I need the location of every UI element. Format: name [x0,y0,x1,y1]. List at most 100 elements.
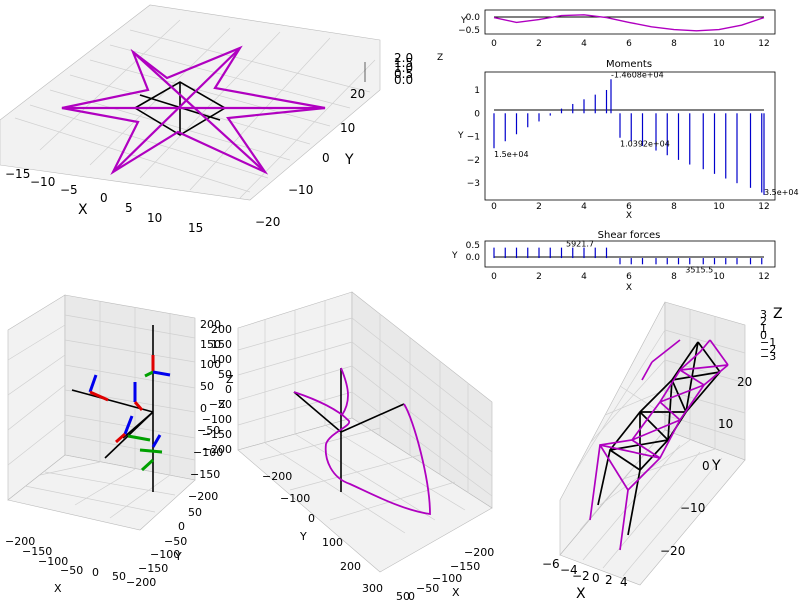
curve-xtick-2: −100 [432,572,462,585]
curve-ztick-2: 100 [211,353,232,366]
curve-xtick-3: −50 [416,582,439,595]
star-3d-zticks: 0.0 0.5 1.0 1.5 2.0 [394,51,413,87]
curve-ytick-5: 300 [362,582,383,595]
triads-xticks: −200 −150 −100 −50 0 50 X [5,535,126,595]
moments-xtick-4: 8 [671,202,677,212]
moments-plot: Moments -1.4608e+04 1.5e+04 1.0392e+04 3.5e… [457,59,799,221]
triads-ztick-2: 100 [200,358,221,371]
triads-zticks: 200 150 100 50 0 −50 −100 −150 −200 Z [188,318,226,503]
top-strip-xtick-5: 10 [713,39,725,49]
curve-ylabel: Y [299,530,307,543]
shear-ytick-1: 0.0 [466,253,481,263]
truss-ytick-4: −20 [660,544,685,558]
triads-ztick-0: 200 [200,318,221,331]
truss-grid [574,309,746,577]
top-strip-xtick-4: 8 [671,39,677,49]
moment-annotation-1: 1.5e+04 [494,150,529,159]
shear-annotation-1: 3515.5 [685,265,713,274]
star-deformed-chord-b [112,47,241,173]
triads-xtick-4: 0 [92,566,99,579]
shear-xtick-1: 2 [536,272,542,282]
truss-xtick-1: −4 [560,563,578,577]
star-xtick-2: −5 [60,183,78,197]
star-ylabel: Y [344,152,354,168]
curve-pane-floor [237,417,493,573]
curve-ztick-8: −200 [202,443,232,456]
truss-ytick-3: −10 [680,501,705,515]
star-ztick-1: 0.5 [394,67,413,81]
star-ztick-4: 2.0 [394,51,413,65]
curve-deformed-line [293,391,431,516]
triads-xtick-0: −200 [5,535,35,548]
truss-yticks: 20 10 0 −10 −20 Y [660,375,752,558]
triads-xtick-1: −150 [22,545,52,558]
curve-ztick-0: 200 [211,323,232,336]
moments-xticks: 0 2 4 6 8 10 12 [491,202,770,212]
top-strip-xtick-6: 12 [758,39,769,49]
shear-xticks: 0 2 4 6 8 10 12 [491,272,770,282]
top-strip-plot: Z 0.0 −0.5 Y 0 2 4 6 8 10 12 [437,9,776,63]
star-ytick-0: −20 [255,215,280,229]
curve-ztick-5: −50 [209,398,232,411]
curve-deformed-branch [340,367,349,416]
triads-ytick-0: −200 [126,576,156,589]
triads-xlabel: X [54,582,62,595]
curve-xtick-0: −200 [464,546,494,559]
truss-zticks: 3 2 1 0 −1 −2 −3 Z [760,306,783,363]
truss-ytick-0: 20 [737,375,752,389]
moments-xtick-6: 12 [758,202,769,212]
shear-xtick-3: 6 [626,272,632,282]
star-xlabel: X [78,202,88,218]
moments-ytick-3: −2 [467,156,480,166]
triads-zlabel: Z [218,398,226,411]
truss-ztick-1: 2 [760,315,767,328]
triads-xtick-5: 50 [112,570,126,583]
truss-xlabel: X [576,586,586,602]
triads-ytick-3: −50 [164,535,187,548]
star-ztick-2: 1.0 [394,61,413,75]
top-strip-frame [484,9,776,35]
curve-ztick-1: 150 [211,338,232,351]
truss-ylabel: Y [711,458,721,474]
curve-ztick-3: 50 [218,368,232,381]
curve-grid [237,301,493,534]
curve-zlabel: Z [226,373,234,386]
moments-annotations: -1.4608e+04 1.5e+04 1.0392e+04 3.5e+04 [494,70,799,197]
truss-xticks: −6 −4 −2 0 2 4 X [542,557,628,602]
star-xtick-1: −10 [30,175,55,189]
top-strip-ytick-0: 0.0 [466,13,481,23]
top-strip-xtick-1: 2 [536,39,542,49]
triads-xtick-3: −50 [60,564,83,577]
moments-xtick-2: 4 [581,202,587,212]
truss-ztick-5: −2 [760,343,776,356]
triads-ytick-5: 50 [188,506,202,519]
triads-grid [7,301,196,519]
star-xtick-4: 5 [125,201,133,215]
truss-deformed [589,339,729,551]
top-strip-side-label: Z [437,53,443,63]
triads-ztick-6: −100 [193,446,223,459]
moments-ytick-4: −3 [467,179,480,189]
star-xtick-5: 10 [147,211,162,225]
curve-ztick-6: −100 [202,413,232,426]
truss-ztick-4: −1 [760,336,776,349]
truss-zlabel: Z [773,306,783,322]
truss-ytick-2: 0 [702,459,710,473]
moments-xtick-3: 6 [626,202,632,212]
truss-xtick-2: −2 [572,569,590,583]
moments-frame [484,71,776,201]
star-3d-xticks: −15 −10 −5 0 5 10 15 X [5,167,203,235]
shear-annotations: 5921.7 3515.5 [566,240,713,275]
triads-ztick-7: −150 [190,468,220,481]
truss-ztick-2: 1 [760,322,767,335]
curve-ytick-2: 0 [308,512,315,525]
triads-ylabel: Y [174,550,182,563]
curve-yticks: −200 −100 0 100 200 300 Y [262,470,383,595]
curve-ytick-3: 100 [322,536,343,549]
truss-xtick-3: 0 [592,571,600,585]
truss-xtick-0: −6 [542,557,560,571]
star-xtick-6: 15 [188,221,203,235]
shear-xtick-6: 12 [758,272,769,282]
curve-ytick-4: 200 [340,560,361,573]
